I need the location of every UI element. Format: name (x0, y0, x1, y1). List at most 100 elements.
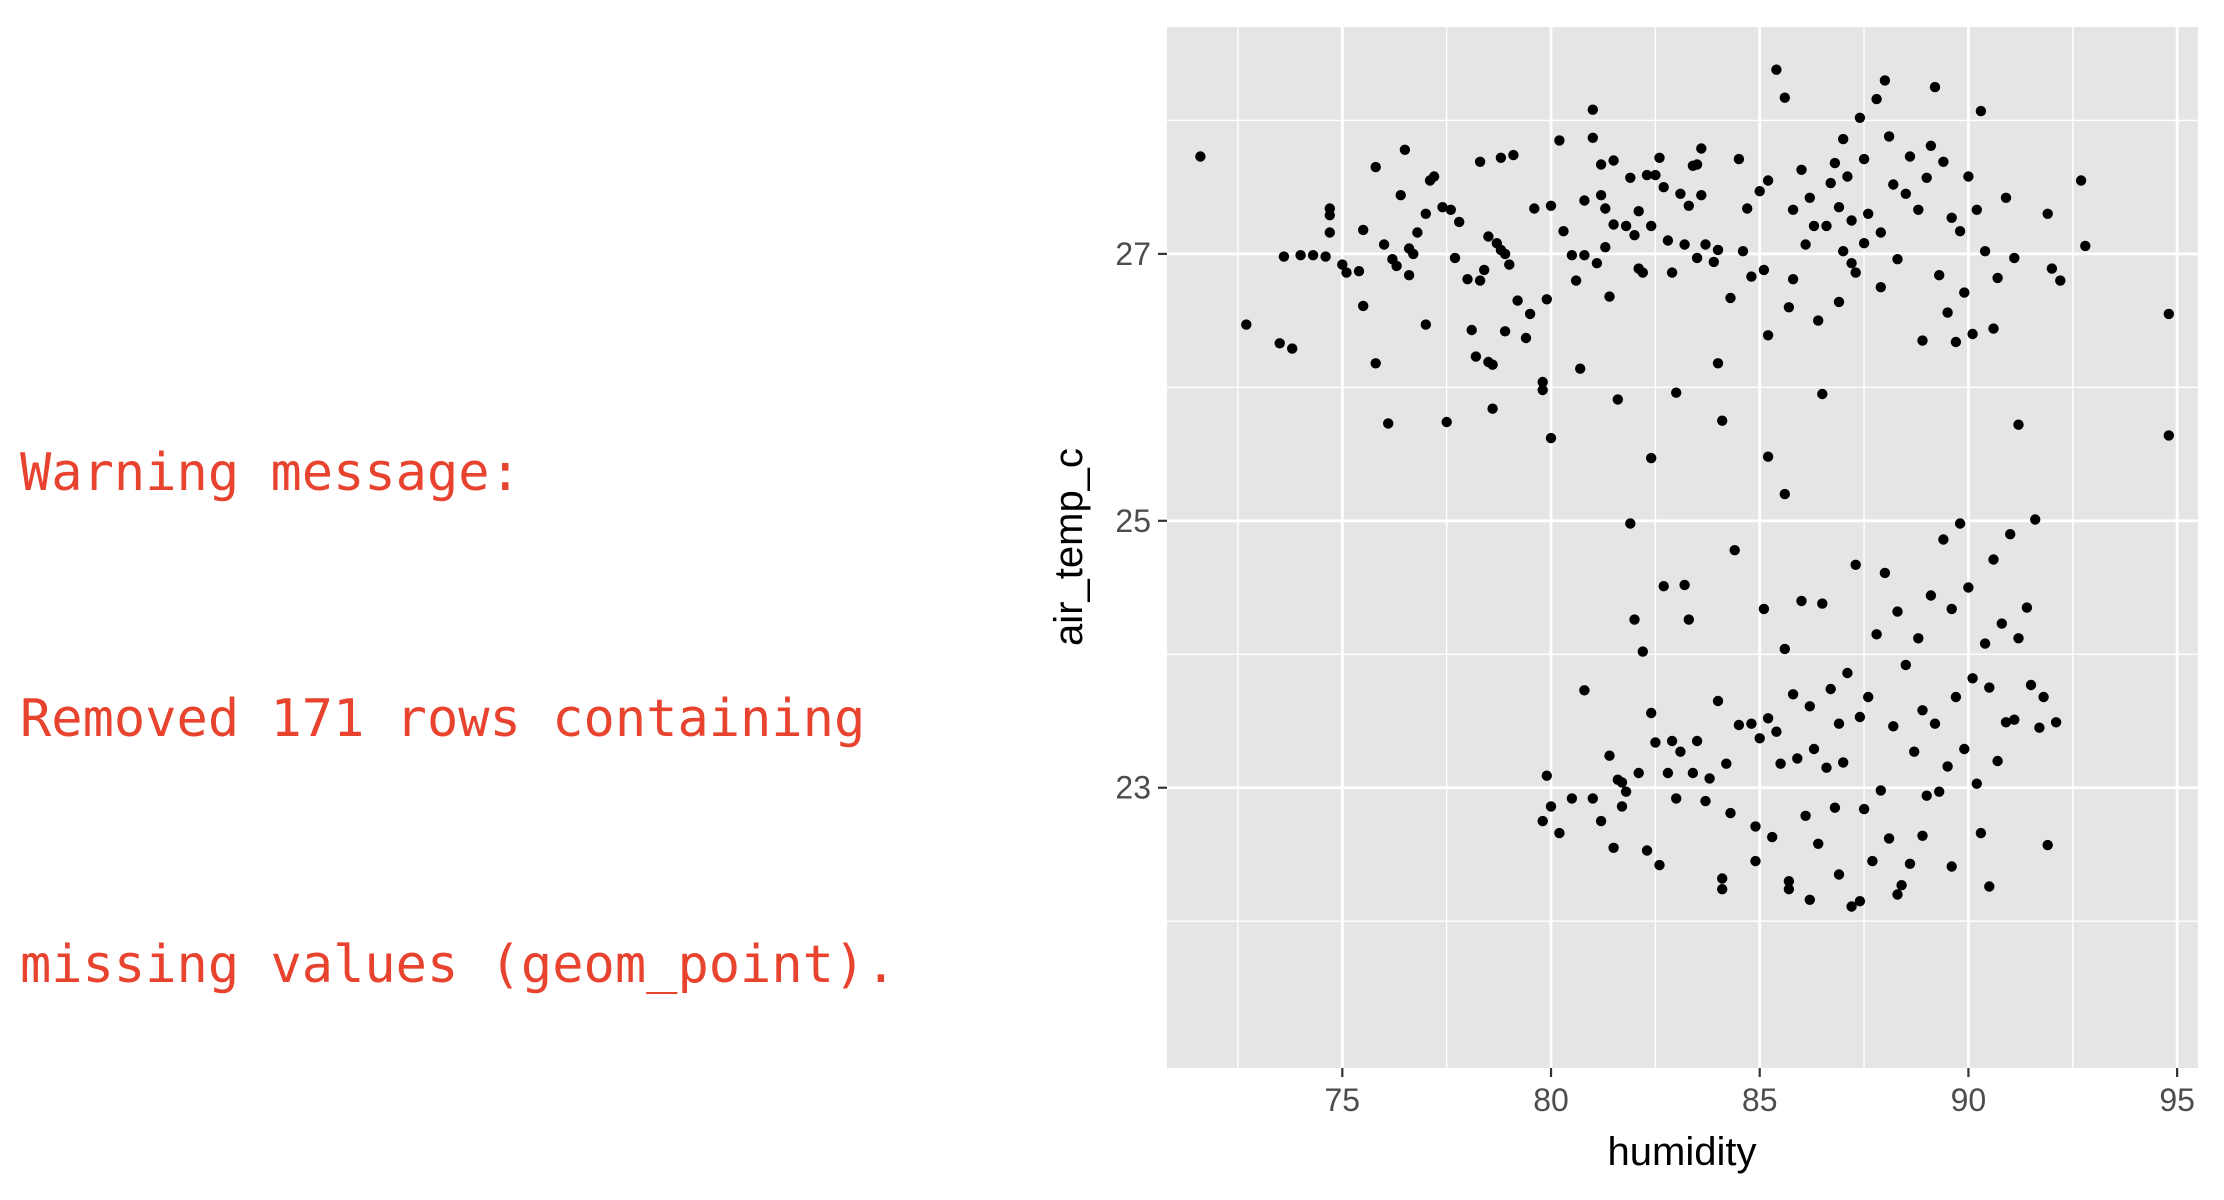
data-point (1913, 204, 1924, 215)
data-point (1979, 246, 1991, 257)
data-point (1804, 701, 1816, 712)
data-point (1771, 64, 1782, 75)
warning-line-header: Warning message: (20, 443, 521, 503)
data-point (2034, 722, 2045, 733)
data-point (1541, 294, 1553, 305)
data-point (1608, 155, 1619, 166)
data-point (1499, 248, 1511, 260)
data-point (1612, 394, 1624, 405)
data-point (2038, 691, 2049, 703)
data-point (1646, 220, 1657, 232)
data-point (1946, 603, 1957, 615)
data-point (1758, 264, 1770, 276)
data-point (1604, 291, 1615, 302)
data-point (1717, 415, 1728, 426)
data-point (1959, 743, 1970, 755)
data-point (1875, 785, 1887, 796)
data-point (1892, 254, 1903, 265)
data-point (1787, 274, 1799, 285)
data-point (2009, 252, 2020, 264)
data-point (1441, 416, 1452, 428)
data-point (1934, 786, 1945, 797)
data-point (1403, 270, 1415, 281)
data-point (1963, 171, 1974, 182)
data-point (1934, 270, 1945, 281)
data-point (1725, 292, 1736, 304)
data-point (1520, 332, 1532, 344)
data-point (1779, 488, 1791, 500)
data-point (1917, 830, 1928, 841)
data-point (1733, 153, 1745, 165)
data-point (1671, 793, 1682, 804)
data-point (1508, 149, 1519, 161)
data-point (1754, 733, 1765, 744)
data-point (1666, 267, 1678, 278)
data-point (1487, 403, 1498, 414)
data-point (2000, 192, 2012, 203)
data-point (1412, 227, 1423, 238)
data-point (1700, 239, 1711, 250)
data-point (1579, 195, 1590, 206)
data-point (1579, 250, 1590, 261)
data-point (1954, 518, 1966, 529)
data-point (1641, 169, 1653, 181)
x-tick-label: 75 (1325, 1082, 1361, 1118)
data-point (1875, 282, 1887, 293)
data-point (1971, 204, 1983, 215)
data-point (1679, 579, 1690, 591)
data-point (1813, 838, 1824, 849)
data-point (1675, 188, 1686, 199)
data-point (1838, 133, 1849, 145)
data-point (1917, 705, 1928, 716)
data-point (1545, 801, 1557, 812)
data-point (1988, 554, 1999, 565)
data-point (1925, 140, 1937, 151)
data-point (1833, 202, 1845, 213)
data-point (1616, 801, 1628, 812)
data-point (1721, 758, 1732, 769)
data-point (1800, 239, 1811, 250)
data-point (1378, 239, 1390, 250)
data-point (1971, 778, 1983, 789)
data-point (1683, 200, 1695, 211)
data-point (1587, 793, 1599, 804)
data-point (1579, 685, 1590, 696)
data-point (1854, 896, 1866, 907)
data-point (1762, 175, 1774, 186)
data-point (1829, 802, 1841, 813)
data-point (1808, 220, 1820, 232)
data-point (1495, 152, 1507, 163)
data-point (1575, 363, 1586, 374)
data-point (1358, 224, 1369, 236)
data-point (1988, 323, 1999, 334)
data-point (1879, 75, 1891, 86)
data-point (1646, 452, 1657, 464)
data-point (1842, 171, 1853, 182)
data-point (1658, 182, 1669, 193)
data-point (1975, 105, 1987, 117)
data-point (1842, 667, 1853, 679)
data-point (1541, 770, 1553, 781)
data-point (1629, 230, 1640, 241)
data-point (1620, 220, 1632, 232)
data-point (1929, 81, 1941, 93)
data-point (1195, 151, 1206, 162)
data-point (1383, 418, 1394, 429)
data-point (1900, 188, 1912, 199)
data-point (1604, 750, 1615, 761)
data-point (1846, 258, 1857, 269)
data-point (2042, 208, 2053, 219)
data-point (1838, 246, 1849, 257)
data-point (1804, 192, 1816, 203)
data-point (1353, 266, 1365, 277)
data-point (1337, 259, 1348, 270)
data-point (1796, 164, 1807, 175)
data-point (2005, 529, 2016, 540)
data-point (1967, 328, 1978, 340)
data-point (1324, 227, 1336, 238)
data-point (1758, 603, 1770, 615)
data-point (1883, 131, 1895, 142)
data-point (1595, 815, 1607, 827)
data-point (1391, 260, 1402, 272)
data-point (1554, 135, 1565, 146)
